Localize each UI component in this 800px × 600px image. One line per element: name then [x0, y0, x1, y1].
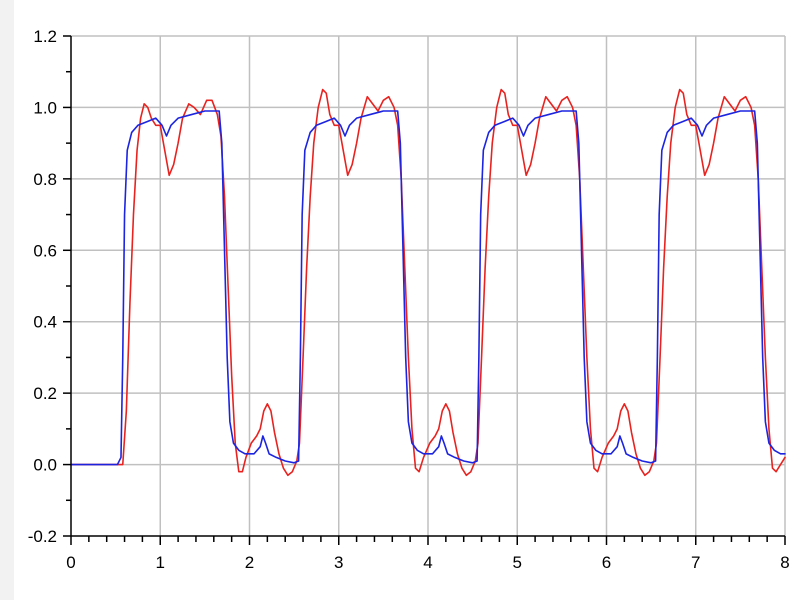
axes [63, 35, 786, 545]
x-tick-label: 4 [423, 553, 432, 572]
y-tick-label: -0.2 [28, 527, 57, 546]
x-tick-label: 8 [780, 553, 789, 572]
y-tick-label: 1.2 [33, 27, 57, 46]
y-tick-label: 0.0 [33, 456, 57, 475]
x-tick-label: 0 [66, 553, 75, 572]
x-tick-label: 7 [691, 553, 700, 572]
y-tick-label: 0.2 [33, 384, 57, 403]
x-tick-label: 5 [513, 553, 522, 572]
series-layer [70, 88, 786, 477]
y-tick-label: 0.6 [33, 241, 57, 260]
x-tick-label: 2 [245, 553, 254, 572]
tick-labels: -0.2 0.0 0.2 0.4 0.6 0.8 1.0 1.2 0 1 2 3 4 5 6 7 8 [28, 27, 790, 572]
series-line-2 [70, 110, 786, 466]
left-margin-band [0, 0, 14, 600]
series-line-1 [70, 88, 786, 477]
grid [71, 35, 786, 536]
x-tick-label: 1 [156, 553, 165, 572]
y-tick-label: 0.8 [33, 170, 57, 189]
y-tick-label: 1.0 [33, 98, 57, 117]
y-tick-label: 0.4 [33, 313, 57, 332]
x-tick-label: 6 [602, 553, 611, 572]
x-tick-label: 3 [334, 553, 343, 572]
